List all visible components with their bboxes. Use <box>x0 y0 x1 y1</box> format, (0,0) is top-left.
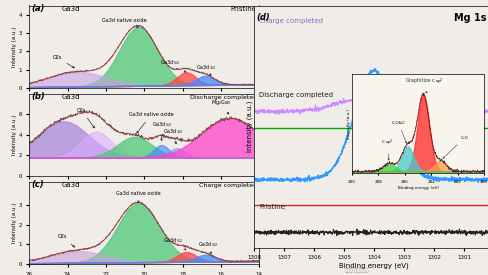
Text: Mg$_2$Ga$_5$: Mg$_2$Ga$_5$ <box>211 98 231 114</box>
X-axis label: Binding energy (eV): Binding energy (eV) <box>397 186 438 189</box>
X-axis label: Binding energy (eV): Binding energy (eV) <box>339 263 408 270</box>
Text: (d): (d) <box>256 13 270 22</box>
Text: O2s: O2s <box>58 235 75 247</box>
Text: Ga3d$_{5/2}$: Ga3d$_{5/2}$ <box>152 121 172 141</box>
Text: C-O: C-O <box>442 136 467 158</box>
Text: C sp$^3$: C sp$^3$ <box>380 138 393 160</box>
Text: Discharge completed: Discharge completed <box>189 95 256 100</box>
Text: 公众号·石墨烯研究: 公众号·石墨烯研究 <box>344 268 368 273</box>
Text: Discharge completed: Discharge completed <box>259 92 332 98</box>
Text: (c): (c) <box>32 180 44 189</box>
Y-axis label: Intensity (a.u.): Intensity (a.u.) <box>246 101 252 152</box>
Text: Graphitize: Graphitize <box>405 78 430 83</box>
Text: Ga3d$_{5/2}$: Ga3d$_{5/2}$ <box>163 237 185 250</box>
Text: Ga3d$_{3/2}$: Ga3d$_{3/2}$ <box>196 64 216 76</box>
Text: Charge completed: Charge completed <box>259 18 323 24</box>
Text: O2s: O2s <box>52 55 74 68</box>
Text: Ga3d: Ga3d <box>61 94 80 100</box>
Text: Ga3d$_{5/2}$: Ga3d$_{5/2}$ <box>159 59 185 72</box>
Text: Charge completed: Charge completed <box>198 183 256 188</box>
Text: Ga3d: Ga3d <box>61 6 80 12</box>
Text: Ga3d$_{3/2}$: Ga3d$_{3/2}$ <box>163 127 183 144</box>
Text: Ga3d$_{3/2}$: Ga3d$_{3/2}$ <box>198 241 218 254</box>
Text: (b): (b) <box>32 92 45 101</box>
Text: Ga3d: Ga3d <box>61 182 80 188</box>
Text: Pristine: Pristine <box>259 204 285 210</box>
Text: Pristine: Pristine <box>230 6 256 12</box>
Text: (a): (a) <box>32 4 45 13</box>
Y-axis label: Intensity (a.u.): Intensity (a.u.) <box>12 27 17 67</box>
Text: Mg 1s: Mg 1s <box>453 13 486 23</box>
Text: C-O&C: C-O&C <box>391 121 406 143</box>
Y-axis label: Intensity (a.u.): Intensity (a.u.) <box>12 203 17 243</box>
Text: O2s: O2s <box>77 108 94 128</box>
Text: C sp$^2$: C sp$^2$ <box>425 77 443 93</box>
Y-axis label: Intensity (a.u.): Intensity (a.u.) <box>346 109 350 139</box>
Text: Ga3d native oxide: Ga3d native oxide <box>129 112 173 133</box>
Text: Ga3d native oxide: Ga3d native oxide <box>115 191 160 202</box>
Text: Ga3d native oxide: Ga3d native oxide <box>102 18 146 27</box>
Y-axis label: Intensity (a.u.): Intensity (a.u.) <box>12 115 17 155</box>
